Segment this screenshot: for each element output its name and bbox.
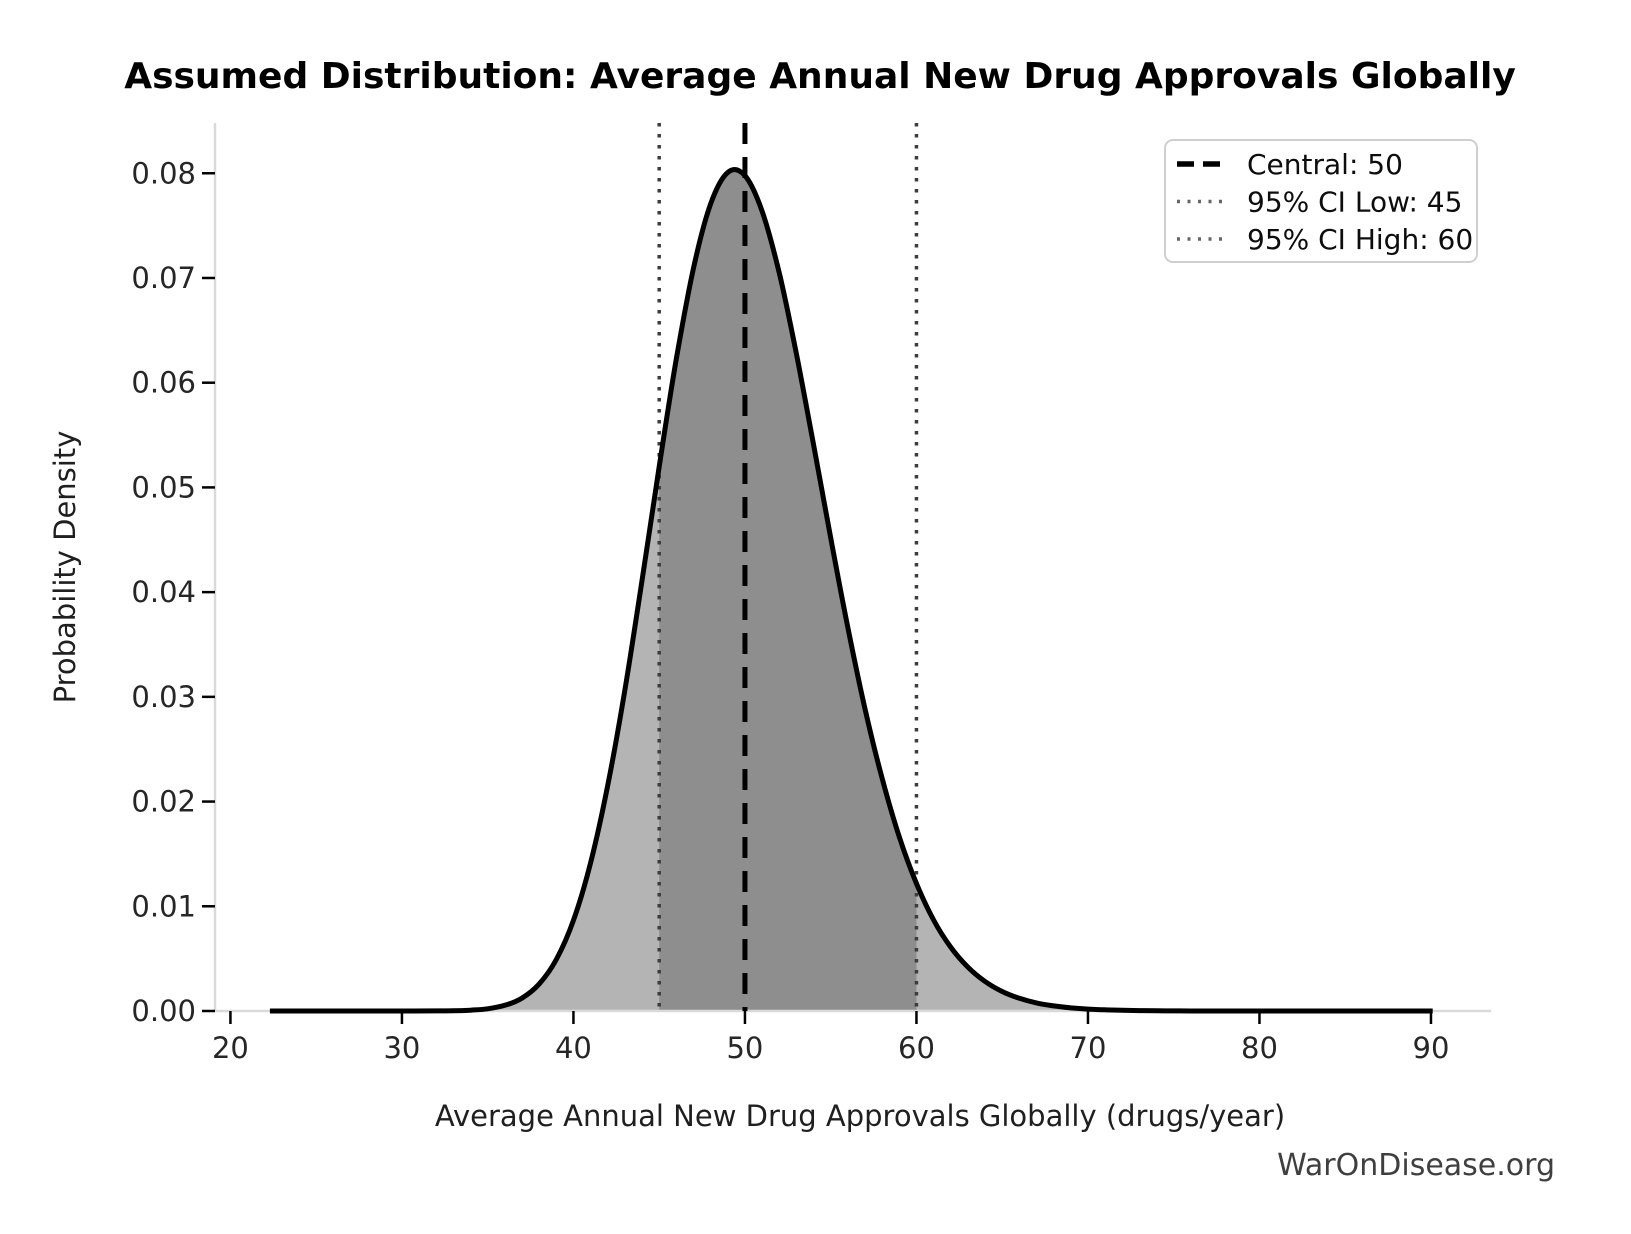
legend-item-label: 95% CI High: 60 xyxy=(1247,223,1473,256)
x-axis-label: Average Annual New Drug Approvals Global… xyxy=(435,1099,1285,1133)
y-tick-label: 0.02 xyxy=(131,785,196,819)
y-axis-label: Probability Density xyxy=(48,431,82,704)
y-tick-label: 0.05 xyxy=(131,470,196,504)
legend-item-label: Central: 50 xyxy=(1247,148,1403,181)
y-tick-label: 0.08 xyxy=(131,156,196,190)
legend-border xyxy=(1164,139,1478,263)
legend: Central: 50 95% CI Low: 45 95% CI High: 60 xyxy=(1164,139,1478,263)
y-tick-label: 0.03 xyxy=(131,680,196,714)
x-tick-label: 30 xyxy=(383,1031,420,1065)
density-curve-layer xyxy=(269,167,1433,1014)
density-fills xyxy=(269,169,1433,1012)
x-tick-label: 20 xyxy=(212,1031,249,1065)
chart-title: Assumed Distribution: Average Annual New… xyxy=(124,56,1516,97)
x-tick-label: 40 xyxy=(555,1031,592,1065)
y-tick-label: 0.07 xyxy=(131,261,196,295)
y-tick-label: 0.01 xyxy=(131,889,196,923)
x-tick-label: 60 xyxy=(898,1031,935,1065)
legend-item: 95% CI High: 60 xyxy=(1177,223,1473,256)
x-tick-label: 80 xyxy=(1241,1031,1278,1065)
watermark-text: WarOnDisease.org xyxy=(1277,1148,1555,1183)
legend-item-label: 95% CI Low: 45 xyxy=(1247,186,1462,219)
legend-item: 95% CI Low: 45 xyxy=(1177,186,1462,219)
y-tick-label: 0.00 xyxy=(131,994,196,1028)
y-tick-label: 0.06 xyxy=(131,366,196,400)
y-tick-label: 0.04 xyxy=(131,575,196,609)
legend-item: Central: 50 xyxy=(1177,148,1403,181)
x-tick-label: 70 xyxy=(1070,1031,1107,1065)
x-tick-label: 50 xyxy=(726,1031,763,1065)
tick-layer: 20 30 40 50 60 70 80 90 0.00 0.01 0.02 0.03 0.04 0.05… xyxy=(131,156,1449,1065)
x-tick-label: 90 xyxy=(1413,1031,1450,1065)
density-curve xyxy=(269,167,1433,1014)
ci-area-fill xyxy=(659,169,917,1011)
reference-lines xyxy=(657,123,919,1011)
